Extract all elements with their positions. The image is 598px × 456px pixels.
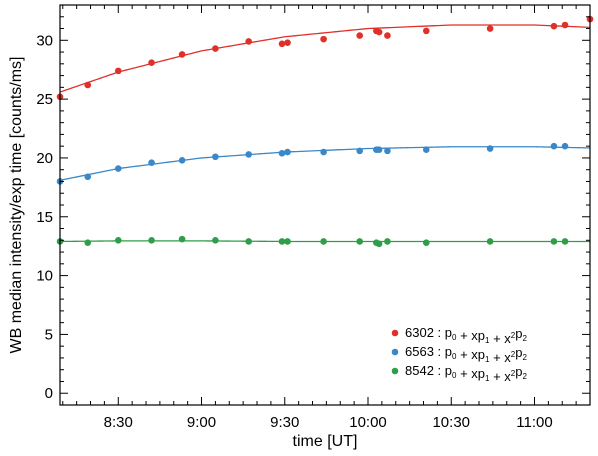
point-8542-3 bbox=[148, 236, 155, 244]
point-8542-1 bbox=[84, 239, 92, 246]
x-tick-label: 10:00 bbox=[349, 414, 387, 431]
point-8542-15 bbox=[486, 238, 494, 245]
point-8542-7 bbox=[278, 238, 286, 245]
point-6302-7 bbox=[278, 40, 286, 48]
y-tick-label: 20 bbox=[36, 150, 53, 167]
point-6302-2 bbox=[114, 67, 122, 75]
point-8542-14 bbox=[422, 239, 430, 246]
x-tick-labels: 8:30 9:00 9:30 10:00 10:30 11:00 bbox=[104, 414, 553, 431]
point-6302-5 bbox=[212, 45, 219, 52]
point-8542-8 bbox=[284, 238, 291, 245]
point-6563-6 bbox=[245, 151, 252, 158]
y-tick-label: 15 bbox=[36, 209, 53, 226]
point-6563-1 bbox=[84, 173, 92, 181]
point-8542-2 bbox=[114, 236, 122, 244]
legend-entry-8542: 8542 : p0 + xp1 + x2p2 bbox=[405, 363, 527, 384]
point-6563-13 bbox=[384, 147, 391, 155]
point-6563-2 bbox=[114, 165, 122, 172]
point-6563-3 bbox=[148, 159, 155, 166]
point-6302-16 bbox=[550, 22, 558, 30]
x-tick-label: 10:30 bbox=[432, 414, 470, 431]
y-tick-label: 10 bbox=[36, 268, 53, 285]
fit-line-6302 bbox=[59, 24, 591, 93]
point-8542-10 bbox=[356, 238, 363, 245]
point-6302-15 bbox=[486, 25, 494, 32]
x-tick-label: 9:00 bbox=[187, 414, 216, 431]
point-6302-12 bbox=[375, 28, 383, 36]
point-6563-14 bbox=[422, 146, 430, 154]
y-tick-label: 5 bbox=[45, 326, 53, 343]
legend-entry-6302: 6302 : p0 + xp1 + x2p2 bbox=[405, 325, 527, 346]
fit-lines bbox=[59, 24, 591, 243]
x-axis-label: time [UT] bbox=[293, 433, 358, 450]
point-8542-16 bbox=[550, 238, 558, 245]
y-tick-label: 0 bbox=[45, 385, 53, 402]
point-6563-17 bbox=[561, 142, 569, 150]
point-8542-9 bbox=[320, 238, 327, 245]
point-6563-15 bbox=[486, 145, 494, 152]
point-8542-12 bbox=[375, 240, 383, 248]
point-6302-4 bbox=[178, 51, 186, 58]
point-8542-5 bbox=[212, 236, 219, 244]
x-tick-label: 8:30 bbox=[104, 414, 133, 431]
y-tick-label: 30 bbox=[36, 32, 53, 49]
point-6302-10 bbox=[356, 32, 363, 39]
y-axis-label: WB median intensity/exp time [counts/ms] bbox=[8, 57, 25, 354]
data-points bbox=[56, 15, 594, 248]
legend-marker-8542 bbox=[391, 367, 399, 375]
point-6563-4 bbox=[178, 156, 186, 164]
x-tick-label: 9:30 bbox=[270, 414, 299, 431]
point-6302-9 bbox=[320, 35, 327, 43]
point-8542-6 bbox=[245, 238, 252, 245]
point-6302-1 bbox=[84, 81, 92, 89]
point-6302-3 bbox=[148, 59, 155, 66]
point-6302-8 bbox=[284, 39, 291, 46]
point-6563-16 bbox=[550, 142, 558, 150]
legend-marker-6302 bbox=[391, 329, 399, 337]
legend-marker-6563 bbox=[391, 348, 399, 356]
point-6302-13 bbox=[384, 32, 391, 39]
point-8542-13 bbox=[384, 238, 391, 245]
point-8542-4 bbox=[178, 235, 186, 243]
point-6302-17 bbox=[561, 21, 569, 29]
point-6302-6 bbox=[245, 38, 252, 45]
x-tick-label: 11:00 bbox=[516, 414, 552, 431]
point-6563-8 bbox=[284, 148, 291, 156]
point-6563-10 bbox=[356, 147, 363, 155]
point-8542-17 bbox=[561, 238, 569, 245]
point-6563-7 bbox=[278, 149, 286, 157]
y-tick-labels: 0 5 10 15 20 25 30 bbox=[36, 32, 53, 402]
axis-ticks bbox=[60, 4, 591, 406]
point-6563-9 bbox=[320, 148, 327, 156]
y-tick-label: 25 bbox=[36, 91, 53, 108]
legend-entry-6563: 6563 : p0 + xp1 + x2p2 bbox=[405, 344, 527, 365]
point-6302-14 bbox=[422, 27, 430, 35]
point-6563-12 bbox=[375, 146, 383, 154]
point-6563-5 bbox=[212, 153, 219, 161]
